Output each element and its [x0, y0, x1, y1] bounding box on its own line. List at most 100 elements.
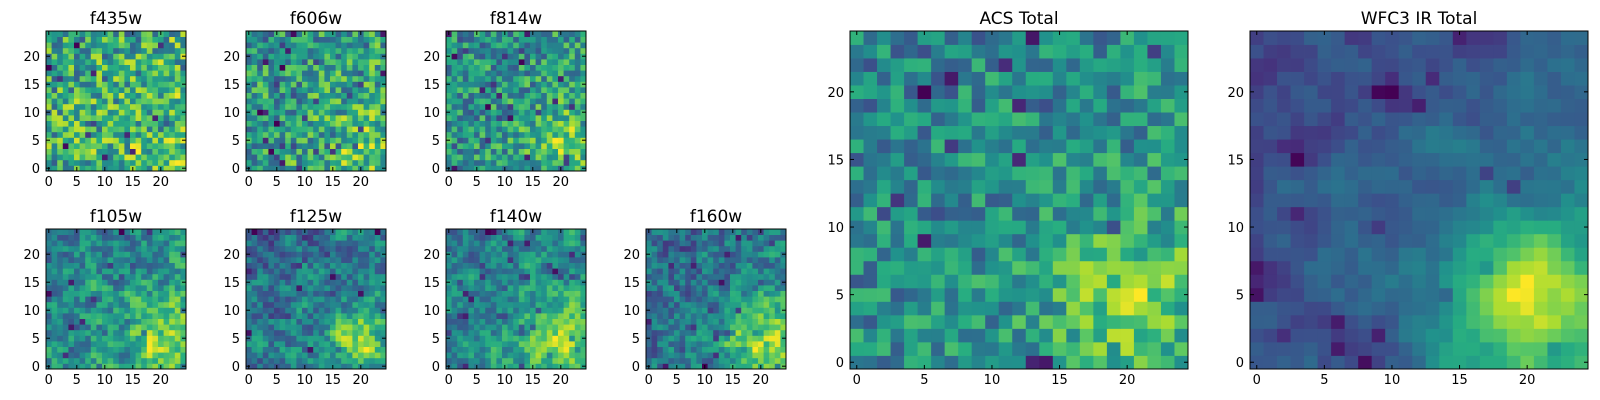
heatmap-cell — [730, 285, 736, 291]
heatmap-cell — [713, 273, 720, 280]
heatmap-cell — [374, 234, 381, 241]
heatmap-cell — [541, 92, 548, 99]
x-tick-label: 0 — [645, 373, 653, 388]
y-tick-label: 0 — [432, 162, 440, 177]
heatmap-cell — [96, 42, 103, 49]
heatmap-cell — [141, 290, 148, 297]
heatmap-cell — [507, 42, 514, 49]
heatmap-cell — [507, 137, 514, 144]
heatmap-cell — [335, 324, 342, 331]
heatmap-cell — [346, 81, 353, 88]
heatmap-cell — [335, 268, 342, 275]
heatmap-cell — [262, 313, 269, 319]
heatmap-cell — [904, 274, 918, 289]
heatmap-cell — [296, 285, 303, 291]
heatmap-cell — [341, 357, 348, 364]
heatmap-cell — [68, 98, 75, 105]
heatmap-cell — [546, 31, 553, 37]
heatmap-cell — [490, 301, 497, 308]
heatmap-cell — [135, 363, 142, 370]
heatmap-cell — [169, 165, 176, 172]
heatmap-cell — [462, 143, 469, 149]
heatmap-cell — [279, 268, 286, 275]
heatmap-cell — [485, 329, 492, 336]
heatmap-cell — [324, 154, 331, 161]
heatmap-cell — [479, 234, 486, 241]
heatmap-cell — [51, 115, 58, 121]
heatmap-cell — [313, 341, 320, 347]
heatmap-cell — [324, 341, 331, 347]
heatmap-cell — [358, 245, 364, 252]
heatmap-cell — [485, 70, 492, 77]
heatmap-cell — [1093, 328, 1108, 343]
heatmap-cell — [474, 115, 480, 121]
heatmap-cell — [558, 313, 564, 319]
heatmap-cell — [580, 159, 587, 166]
heatmap-cell — [998, 341, 1013, 356]
heatmap-cell — [507, 352, 514, 359]
heatmap-cell — [268, 262, 275, 269]
heatmap-cell — [780, 329, 787, 336]
heatmap-cell — [580, 257, 587, 263]
heatmap-cell — [330, 81, 336, 88]
heatmap-cell — [574, 98, 581, 105]
heatmap-cell — [324, 98, 331, 105]
heatmap-cell — [518, 98, 525, 105]
heatmap-cell — [102, 159, 108, 166]
heatmap-cell — [135, 120, 142, 127]
heatmap-cell — [363, 279, 370, 286]
heatmap-cell — [674, 296, 680, 303]
heatmap-cell — [580, 341, 587, 347]
heatmap-cell — [290, 296, 297, 303]
heatmap-cell — [535, 75, 542, 82]
heatmap-cell — [146, 257, 153, 263]
heatmap-cell — [446, 115, 452, 121]
heatmap-cell — [546, 251, 553, 258]
heatmap-cell — [330, 273, 336, 280]
heatmap-cell — [535, 234, 542, 241]
heatmap-cell — [62, 81, 69, 88]
heatmap-cell — [85, 126, 92, 133]
y-tick-label: 15 — [423, 78, 440, 93]
heatmap-cell — [274, 70, 280, 77]
heatmap-cell — [169, 307, 176, 314]
heatmap-cell — [646, 268, 652, 275]
heatmap-cell — [651, 245, 658, 252]
heatmap-cell — [363, 329, 370, 336]
y-tick-label: 15 — [623, 276, 640, 291]
heatmap-cell — [279, 301, 286, 308]
heatmap-cell — [62, 251, 69, 258]
heatmap-cell — [651, 352, 658, 359]
heatmap-cell — [446, 313, 452, 319]
heatmap-cell — [141, 159, 148, 166]
heatmap-cell — [79, 296, 86, 303]
heatmap-cell — [363, 109, 370, 116]
heatmap-cell — [68, 279, 75, 286]
heatmap-cell — [724, 285, 731, 291]
heatmap-cell — [513, 313, 520, 319]
heatmap-cell — [346, 268, 353, 275]
heatmap-cell — [79, 137, 86, 144]
heatmap-cell — [685, 251, 692, 258]
heatmap-cell — [580, 64, 587, 71]
heatmap-cell — [324, 324, 331, 331]
heatmap-cell — [724, 262, 731, 269]
heatmap-cell — [268, 279, 275, 286]
heatmap-cell — [113, 352, 120, 359]
heatmap-cell — [541, 245, 548, 252]
heatmap-cell — [341, 126, 348, 133]
heatmap-cell — [724, 324, 731, 331]
heatmap-cell — [346, 31, 353, 37]
heatmap-cell — [485, 357, 492, 364]
heatmap-cell — [68, 257, 75, 263]
heatmap-cell — [546, 103, 553, 110]
heatmap-cell — [457, 335, 464, 342]
heatmap-cell — [324, 257, 331, 263]
heatmap-cell — [96, 47, 103, 54]
heatmap-cell — [569, 98, 576, 105]
heatmap-cell — [657, 273, 664, 280]
heatmap-cell — [524, 42, 531, 49]
heatmap-cell — [535, 120, 542, 127]
x-tick-label: 15 — [325, 175, 342, 190]
